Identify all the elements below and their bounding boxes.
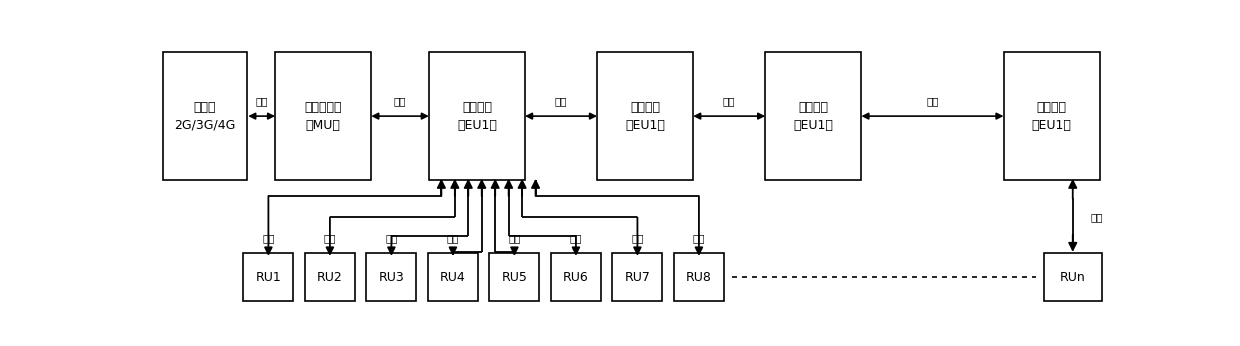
Text: 信号源
2G/3G/4G: 信号源 2G/3G/4G — [175, 101, 236, 131]
Text: RU6: RU6 — [563, 271, 589, 284]
Text: RU5: RU5 — [501, 271, 527, 284]
Bar — [765, 52, 862, 180]
Text: 光纤: 光纤 — [446, 234, 459, 244]
Text: RU4: RU4 — [440, 271, 466, 284]
Bar — [596, 52, 693, 180]
Bar — [551, 253, 601, 301]
Text: 光纤: 光纤 — [723, 97, 735, 107]
Bar — [162, 52, 247, 180]
Text: 光纤: 光纤 — [386, 234, 398, 244]
Text: 光纤: 光纤 — [569, 234, 582, 244]
Bar — [490, 253, 539, 301]
Text: 光纤: 光纤 — [1090, 212, 1102, 222]
Text: 光纤: 光纤 — [926, 97, 939, 107]
Text: 扩展单元
（EU1）: 扩展单元 （EU1） — [625, 101, 665, 131]
Text: 光纤: 光纤 — [554, 97, 567, 107]
Text: RU7: RU7 — [625, 271, 650, 284]
Text: 光纤: 光纤 — [693, 234, 706, 244]
Bar — [428, 253, 477, 301]
Bar — [675, 253, 724, 301]
Bar — [429, 52, 525, 180]
Bar — [613, 253, 662, 301]
Text: 光纤: 光纤 — [394, 97, 407, 107]
Bar — [1003, 52, 1100, 180]
Text: 扩展单元
（EU1）: 扩展单元 （EU1） — [458, 101, 497, 131]
Text: RU8: RU8 — [686, 271, 712, 284]
Text: 馈线: 馈线 — [255, 97, 268, 107]
Text: RU3: RU3 — [378, 271, 404, 284]
Text: RU1: RU1 — [255, 271, 281, 284]
Bar — [305, 253, 355, 301]
Bar — [243, 253, 294, 301]
Text: 扩展单元
（EU1）: 扩展单元 （EU1） — [1032, 101, 1071, 131]
Text: 光纤: 光纤 — [508, 234, 521, 244]
Text: RUn: RUn — [1060, 271, 1086, 284]
Text: 主接入单元
（MU）: 主接入单元 （MU） — [305, 101, 342, 131]
Bar — [275, 52, 371, 180]
Bar — [1044, 253, 1101, 301]
Text: 光纤: 光纤 — [631, 234, 644, 244]
Text: 光纤: 光纤 — [324, 234, 336, 244]
Text: 扩展单元
（EU1）: 扩展单元 （EU1） — [794, 101, 833, 131]
Bar — [367, 253, 417, 301]
Text: RU2: RU2 — [317, 271, 342, 284]
Text: 光纤: 光纤 — [262, 234, 274, 244]
